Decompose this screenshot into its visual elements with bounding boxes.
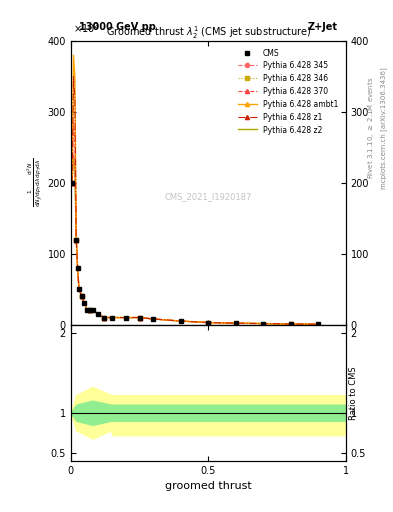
- X-axis label: groomed thrust: groomed thrust: [165, 481, 252, 491]
- Legend: CMS, Pythia 6.428 345, Pythia 6.428 346, Pythia 6.428 370, Pythia 6.428 ambt1, P: CMS, Pythia 6.428 345, Pythia 6.428 346,…: [234, 45, 342, 138]
- Text: $\times 10^2$: $\times 10^2$: [73, 22, 100, 35]
- Text: Z+Jet: Z+Jet: [308, 22, 338, 32]
- Title: Groomed thrust $\lambda_2^1$ (CMS jet substructure): Groomed thrust $\lambda_2^1$ (CMS jet su…: [106, 24, 311, 41]
- Text: CMS_2021_I1920187: CMS_2021_I1920187: [165, 193, 252, 202]
- Y-axis label: $\frac{1}{\mathrm{d}N_J/\mathrm{d}p_T\mathrm{d}\lambda}$$\frac{\mathrm{d}^2N}{\m: $\frac{1}{\mathrm{d}N_J/\mathrm{d}p_T\ma…: [25, 158, 44, 207]
- Text: mcplots.cern.ch [arXiv:1306.3436]: mcplots.cern.ch [arXiv:1306.3436]: [380, 67, 387, 189]
- Text: Rivet 3.1.10, $\geq$ 2.1M events: Rivet 3.1.10, $\geq$ 2.1M events: [366, 77, 376, 179]
- Y-axis label: Ratio to CMS: Ratio to CMS: [349, 366, 358, 419]
- Text: 13000 GeV pp: 13000 GeV pp: [79, 22, 156, 32]
